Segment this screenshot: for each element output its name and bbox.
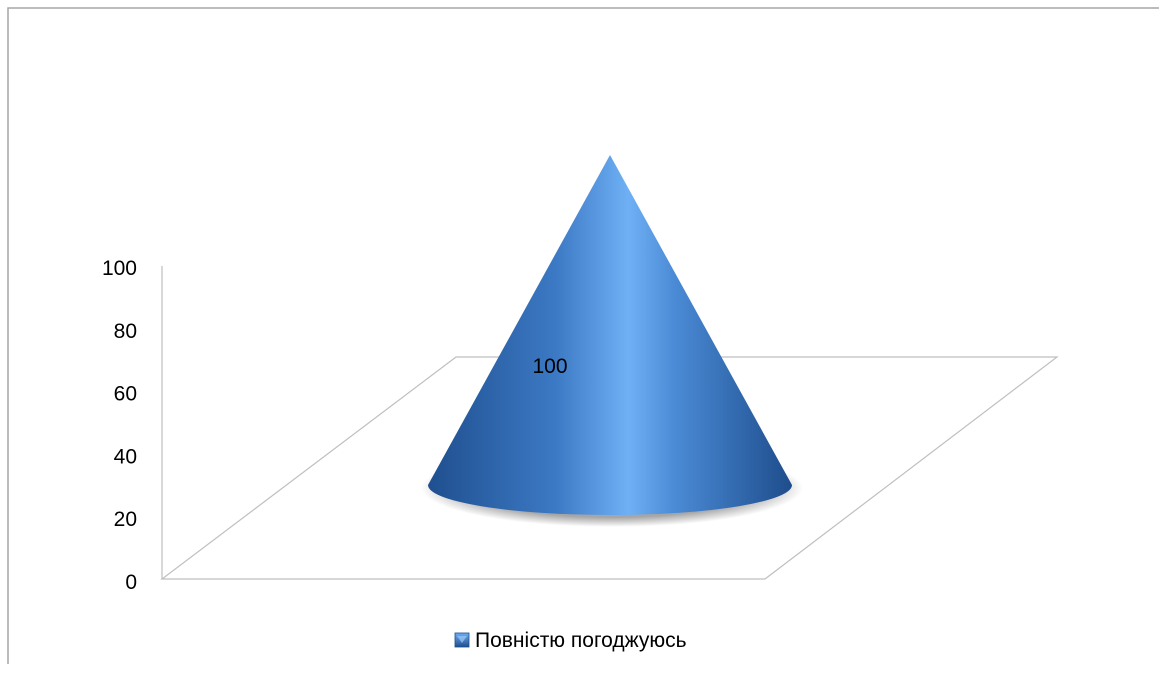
chart-border bbox=[7, 7, 1159, 664]
floor-plane bbox=[160, 356, 1059, 580]
y-tick-label-100: 100 bbox=[102, 257, 137, 280]
cone-bar-0 bbox=[428, 155, 792, 515]
chart-marks: 100 bbox=[421, 155, 803, 527]
y-tick-label-20: 20 bbox=[114, 508, 137, 531]
y-tick-label-40: 40 bbox=[114, 445, 137, 468]
y-tick-label-60: 60 bbox=[114, 383, 137, 406]
y-tick-label-80: 80 bbox=[114, 320, 137, 343]
legend-label: Повністю погоджуюсь bbox=[475, 629, 687, 652]
legend-swatch-marker-icon bbox=[457, 636, 467, 643]
data-label-0: 100 bbox=[532, 355, 567, 378]
y-tick-labels: 0 20 40 60 80 100 bbox=[102, 257, 137, 594]
y-tick-label-0: 0 bbox=[125, 571, 137, 594]
legend: Повністю погоджуюсь bbox=[454, 629, 687, 652]
